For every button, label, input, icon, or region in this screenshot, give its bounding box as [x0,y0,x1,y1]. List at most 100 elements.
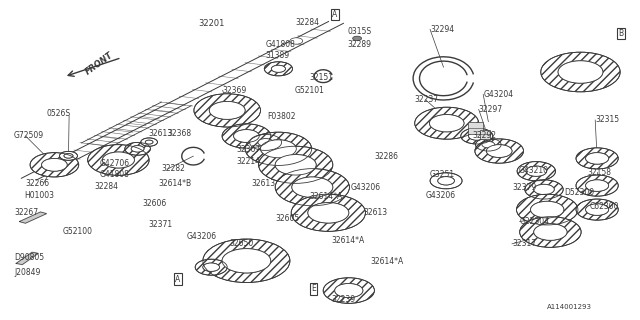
Circle shape [271,65,285,72]
Wedge shape [461,128,493,144]
Text: 32237: 32237 [414,95,438,104]
Text: G43206: G43206 [187,232,217,241]
Wedge shape [475,139,524,163]
Wedge shape [576,175,618,196]
Wedge shape [516,194,578,225]
Wedge shape [291,194,365,231]
Wedge shape [88,145,149,175]
Circle shape [438,177,454,185]
Text: G41808: G41808 [266,40,296,49]
Text: 32368: 32368 [168,129,192,138]
Wedge shape [250,134,282,150]
Text: 32239: 32239 [332,295,356,304]
Wedge shape [415,107,479,139]
Circle shape [308,203,349,223]
Wedge shape [222,124,271,148]
Wedge shape [264,62,292,76]
Circle shape [64,154,73,158]
Text: A114001293: A114001293 [547,304,592,310]
Text: 32158: 32158 [588,168,612,177]
Text: 32266: 32266 [26,179,50,188]
Circle shape [534,184,554,195]
Circle shape [526,166,547,176]
Wedge shape [245,132,312,165]
Wedge shape [125,142,150,155]
Polygon shape [16,252,38,265]
Circle shape [586,204,609,215]
Circle shape [482,141,495,148]
Circle shape [531,201,564,218]
Text: 32286: 32286 [374,152,398,161]
Wedge shape [323,278,374,303]
Circle shape [260,140,296,158]
Text: 32606: 32606 [142,199,166,208]
Text: G43206: G43206 [351,183,381,192]
Circle shape [534,224,567,240]
Text: A: A [332,10,337,19]
Text: G52101: G52101 [294,86,324,95]
Wedge shape [203,239,290,283]
Text: G22304: G22304 [520,217,550,226]
Polygon shape [19,212,47,223]
Circle shape [292,177,333,197]
Circle shape [145,140,153,144]
Circle shape [586,180,609,191]
Text: 32201: 32201 [198,20,225,28]
Text: 32613: 32613 [148,129,173,138]
Text: G43210: G43210 [518,166,548,175]
Circle shape [209,101,245,119]
Text: F03802: F03802 [268,112,296,121]
Circle shape [258,139,273,146]
Text: 32371: 32371 [148,220,173,229]
Wedge shape [430,173,462,189]
Text: G72509: G72509 [14,132,44,140]
Text: G42706: G42706 [99,159,129,168]
Circle shape [429,115,464,132]
Text: 31389: 31389 [266,51,290,60]
Text: 32367: 32367 [237,145,261,154]
Text: 32284: 32284 [95,182,119,191]
Text: 32650: 32650 [229,239,253,248]
Text: 32284: 32284 [296,18,320,27]
Wedge shape [259,146,333,183]
Wedge shape [60,151,77,160]
Text: G3251: G3251 [430,170,455,179]
Wedge shape [30,153,79,177]
Circle shape [42,158,67,171]
Text: 32369: 32369 [223,86,247,95]
Text: 0526S: 0526S [46,109,70,118]
Circle shape [222,249,271,273]
Bar [468,122,483,134]
Text: G41808: G41808 [99,170,129,179]
Text: B: B [618,29,623,38]
Text: 32289: 32289 [348,40,372,49]
Wedge shape [141,138,157,146]
Text: 0315S: 0315S [348,28,372,36]
Wedge shape [541,52,620,92]
Text: 32317: 32317 [512,239,536,248]
Circle shape [290,38,303,44]
Text: 32613: 32613 [252,179,276,188]
Text: 32614*A: 32614*A [309,192,342,201]
Circle shape [203,263,220,271]
Circle shape [335,284,363,298]
Text: 32292: 32292 [472,131,497,140]
Wedge shape [476,138,501,151]
Text: H01003: H01003 [24,191,54,200]
Text: G43204: G43204 [483,90,513,99]
Wedge shape [517,162,556,181]
Text: J20849: J20849 [14,268,40,277]
Text: 32379: 32379 [512,183,536,192]
Text: A: A [175,275,180,284]
Circle shape [102,152,134,168]
Circle shape [353,36,362,41]
Circle shape [486,145,512,157]
Wedge shape [195,259,227,275]
Bar [480,130,490,139]
Wedge shape [525,180,563,199]
Text: 32214: 32214 [237,157,261,166]
Circle shape [558,61,603,83]
Text: 32151: 32151 [309,73,333,82]
Text: D52300: D52300 [564,188,595,197]
Wedge shape [275,169,349,206]
